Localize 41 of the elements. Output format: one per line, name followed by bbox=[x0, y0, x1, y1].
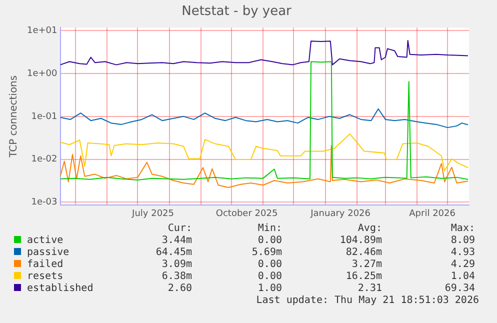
text: 16.25m bbox=[344, 271, 382, 283]
text: 104.89m bbox=[338, 235, 382, 247]
text: 3.27m bbox=[350, 259, 382, 271]
legend-label: passive bbox=[26, 247, 70, 259]
x-tick-label: January 2026 bbox=[310, 208, 371, 219]
text: 4.93 bbox=[450, 247, 475, 259]
text: 0.00 bbox=[256, 271, 282, 283]
legend-label: resets bbox=[26, 271, 64, 283]
text: 1.00 bbox=[256, 283, 282, 295]
text: 4.29 bbox=[450, 259, 475, 271]
text: 8.09 bbox=[450, 235, 475, 247]
y-tick-label: 1e+01 bbox=[26, 26, 58, 36]
text: 0.00 bbox=[256, 235, 282, 247]
x-tick-label: April 2026 bbox=[409, 208, 456, 219]
y-tick-label: 1e-01 bbox=[31, 112, 58, 122]
y-tick-label: 1e-02 bbox=[31, 154, 58, 165]
text: Cur: bbox=[166, 223, 192, 235]
y-tick-label: 1e+00 bbox=[26, 68, 58, 79]
text: 6.38m bbox=[160, 271, 192, 283]
text: 82.46m bbox=[344, 247, 382, 259]
text: 3.09m bbox=[160, 259, 192, 271]
x-tick-label: October 2025 bbox=[216, 208, 278, 219]
legend-label: active bbox=[26, 235, 64, 247]
text: 5.69m bbox=[250, 247, 282, 259]
legend-label: failed bbox=[26, 259, 64, 271]
text: Max: bbox=[450, 223, 475, 235]
text: 0.00 bbox=[256, 259, 282, 271]
text: 3.44m bbox=[160, 235, 192, 247]
text: 64.45m bbox=[154, 247, 192, 259]
text: Min: bbox=[256, 223, 282, 235]
text: 69.34 bbox=[444, 283, 475, 295]
chart-title: Netstat - by year bbox=[182, 4, 292, 20]
y-tick-label: 1e-03 bbox=[31, 198, 58, 208]
text: Last update: Thu May 21 18:51:03 2026 bbox=[256, 295, 479, 306]
x-tick-label: July 2025 bbox=[131, 208, 174, 219]
text: Avg: bbox=[356, 223, 382, 235]
text: 2.60 bbox=[166, 283, 192, 295]
text: 1.04 bbox=[450, 271, 475, 283]
text: 2.31 bbox=[356, 283, 382, 295]
legend-label: established bbox=[26, 283, 94, 295]
y-axis-title: TCP connections bbox=[8, 75, 20, 158]
